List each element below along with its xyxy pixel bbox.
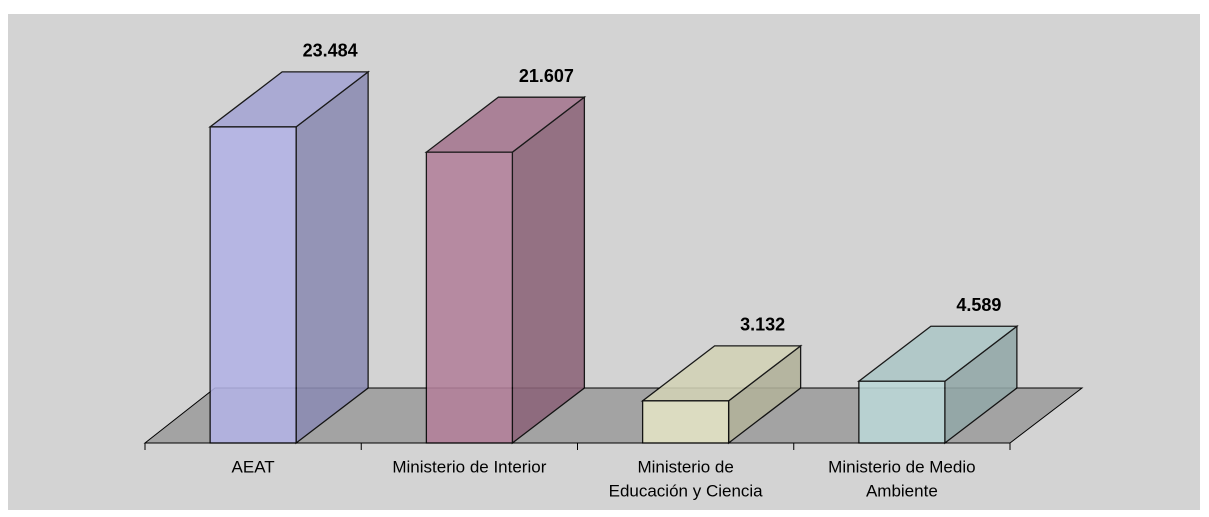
x-tick-label: Ministerio de Interior <box>392 457 546 476</box>
x-tick-label: Educación y Ciencia <box>609 481 764 500</box>
bar <box>424 95 587 445</box>
x-tick-label: Ministerio de <box>637 457 733 476</box>
bar <box>640 344 803 445</box>
x-tick-label: Ministerio de Medio <box>828 457 975 476</box>
bar <box>208 70 371 445</box>
bar-front <box>858 380 946 444</box>
x-tick-label: Ambiente <box>866 481 938 500</box>
bar-front <box>209 126 297 444</box>
value-label: 21.607 <box>519 66 574 86</box>
bar-front <box>641 400 730 444</box>
value-label: 3.132 <box>740 315 785 335</box>
value-label: 23.484 <box>303 41 358 61</box>
value-label: 4.589 <box>956 295 1001 315</box>
bar-side <box>511 95 586 445</box>
bar-side <box>295 70 369 445</box>
x-tick-label: AEAT <box>232 457 275 476</box>
bar <box>856 324 1019 445</box>
bar-front <box>425 151 514 444</box>
